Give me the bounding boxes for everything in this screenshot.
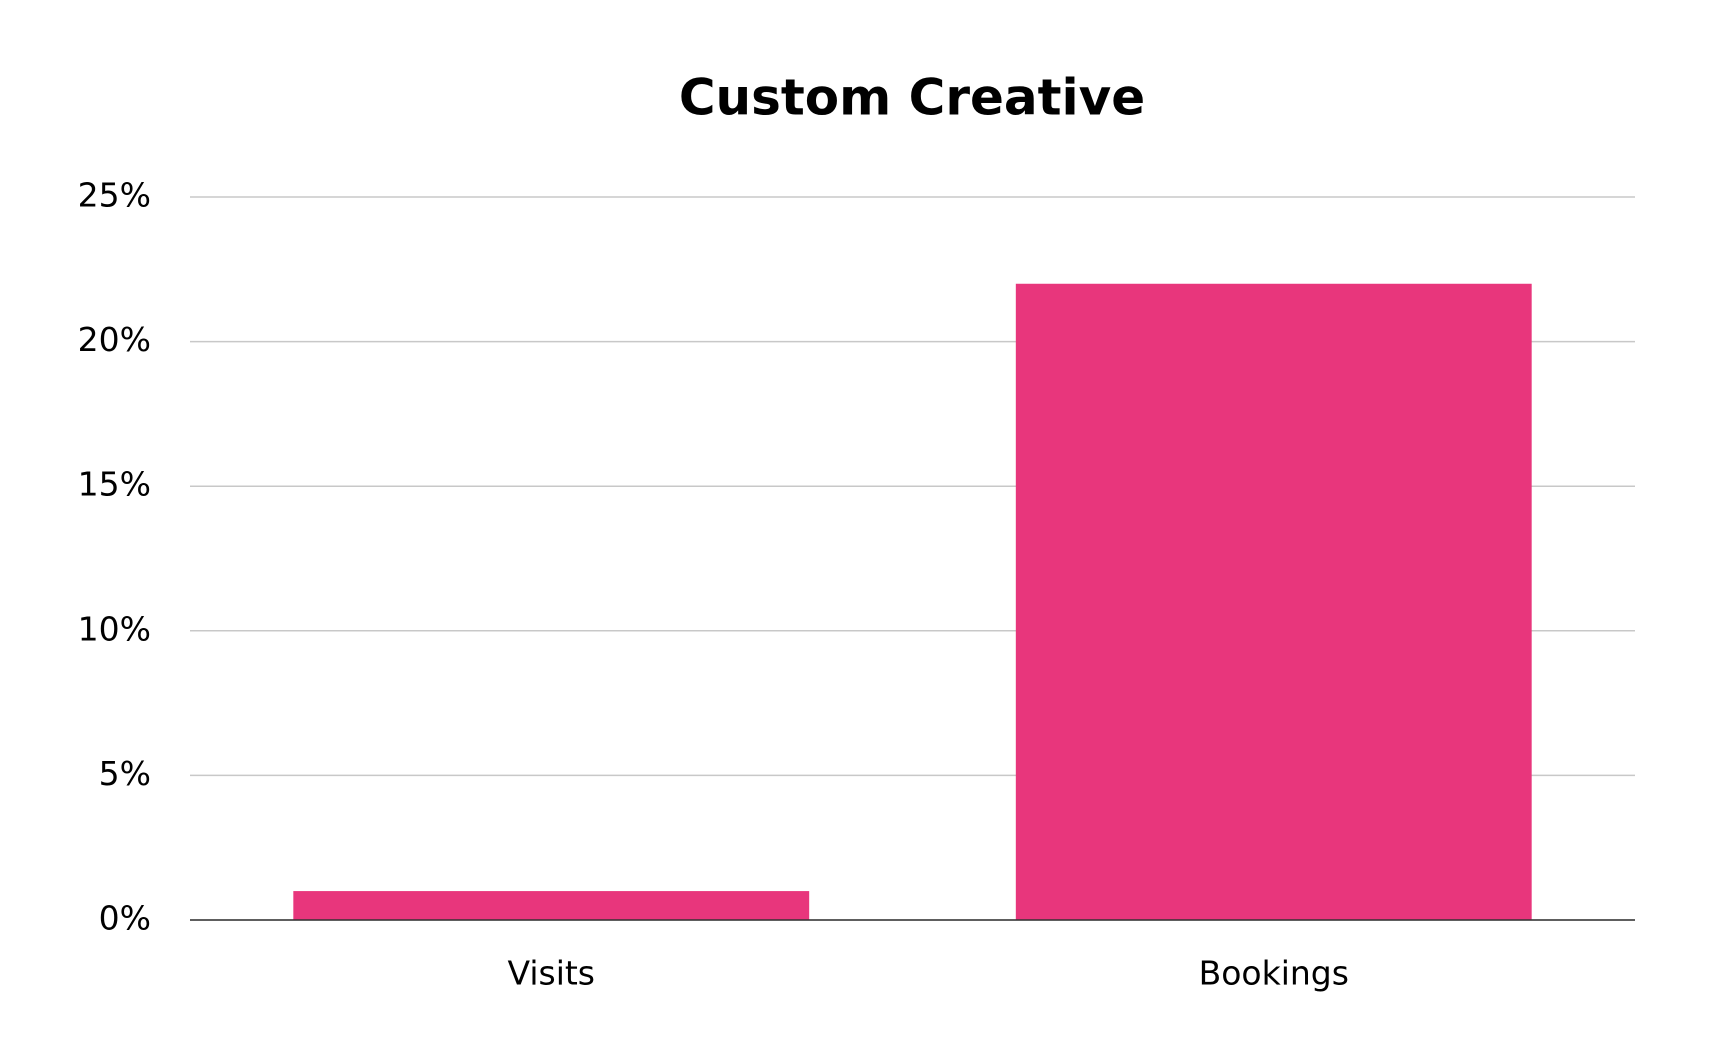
bar: [1015, 283, 1532, 920]
y-tick-label: 20%: [78, 320, 151, 359]
y-tick-label: 10%: [78, 609, 151, 648]
x-tick-label: Visits: [507, 954, 595, 993]
y-tick-label: 15%: [78, 465, 151, 504]
y-tick-label: 5%: [99, 754, 151, 793]
x-tick-label: Bookings: [1199, 954, 1349, 993]
y-tick-label: 25%: [78, 176, 151, 215]
chart-title: Custom Creative: [679, 69, 1145, 127]
bar: [293, 891, 810, 920]
y-tick-label: 0%: [99, 899, 151, 938]
